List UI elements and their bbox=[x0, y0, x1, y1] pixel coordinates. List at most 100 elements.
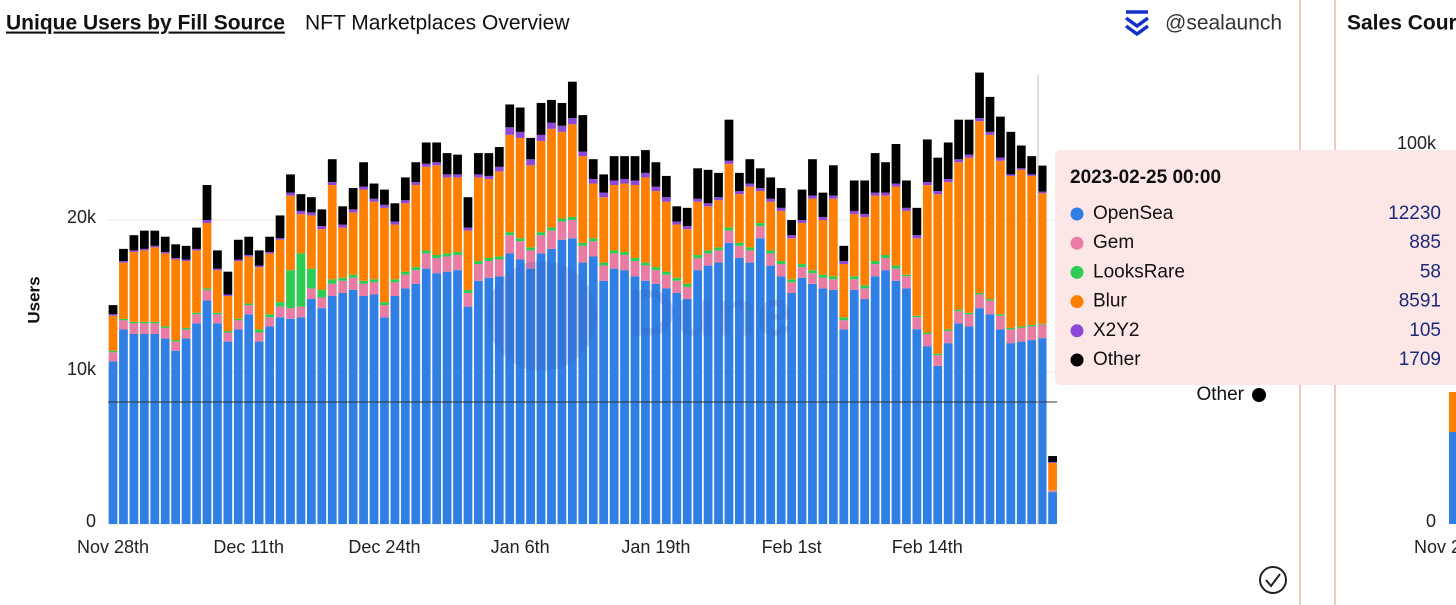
bar-segment bbox=[547, 122, 556, 129]
bar-segment bbox=[171, 341, 181, 351]
legend-swatch[interactable] bbox=[1252, 388, 1266, 402]
bar-segment bbox=[828, 289, 838, 524]
bar-segment bbox=[891, 144, 901, 184]
bar-segment bbox=[171, 259, 181, 341]
bar-segment bbox=[881, 192, 890, 196]
bar-segment bbox=[286, 174, 295, 193]
bar-segment bbox=[453, 254, 462, 271]
bar-segment bbox=[150, 247, 160, 322]
bar-segment bbox=[954, 162, 964, 310]
author[interactable]: @sealaunch bbox=[1165, 12, 1282, 35]
bar-segment bbox=[630, 185, 640, 258]
bar-segment bbox=[943, 330, 953, 344]
watermark: Dune bbox=[487, 261, 793, 371]
bar-segment bbox=[567, 118, 577, 125]
bar-segment bbox=[515, 238, 525, 242]
bar-segment bbox=[348, 212, 358, 275]
bar-segment bbox=[714, 197, 723, 201]
bar-segment bbox=[630, 261, 640, 277]
bar-segment bbox=[160, 236, 170, 252]
bar-segment bbox=[265, 326, 274, 524]
bar-segment bbox=[985, 134, 995, 300]
bar-segment bbox=[411, 185, 421, 268]
bar-segment bbox=[724, 160, 734, 164]
bar-segment bbox=[860, 180, 870, 214]
bar-segment bbox=[275, 215, 285, 239]
bar-segment bbox=[400, 203, 410, 272]
bar-segment bbox=[390, 203, 400, 222]
bar-segment bbox=[306, 197, 316, 213]
bar-segment bbox=[411, 267, 421, 271]
tooltip-swatch bbox=[1070, 295, 1084, 309]
bar-segment bbox=[244, 305, 254, 315]
bar-segment bbox=[286, 192, 295, 196]
bar-segment bbox=[348, 209, 358, 213]
bar-segment bbox=[484, 175, 494, 179]
bar-segment bbox=[254, 329, 264, 333]
bar-segment bbox=[588, 159, 598, 179]
bar-segment bbox=[484, 261, 494, 278]
bar-segment bbox=[160, 251, 170, 254]
bar-segment bbox=[338, 292, 348, 524]
bar-segment bbox=[526, 159, 535, 166]
bar-segment bbox=[870, 276, 880, 524]
bar-segment bbox=[1016, 145, 1026, 169]
bar-segment bbox=[547, 248, 556, 524]
bar-segment bbox=[954, 309, 964, 312]
bar-segment bbox=[578, 115, 588, 152]
legend-label[interactable]: Other bbox=[1196, 384, 1244, 405]
bar-segment bbox=[943, 182, 953, 330]
bar-segment bbox=[265, 253, 274, 315]
bar-segment bbox=[244, 254, 254, 257]
bar-segment bbox=[672, 280, 682, 293]
tooltip-swatch bbox=[1070, 207, 1084, 221]
chart-title[interactable]: Unique Users by Fill Source bbox=[6, 12, 285, 35]
bar-segment bbox=[860, 299, 870, 524]
bar-segment bbox=[244, 314, 254, 524]
bar-segment bbox=[975, 72, 984, 119]
bar-segment bbox=[964, 154, 974, 158]
bar-segment bbox=[828, 279, 838, 290]
bar-segment bbox=[1016, 327, 1026, 342]
tooltip-box bbox=[1055, 150, 1456, 385]
right-y-tick: 100k bbox=[1397, 133, 1437, 153]
bar-segment bbox=[421, 163, 431, 167]
bar-segment bbox=[693, 201, 703, 255]
bar-segment bbox=[630, 156, 640, 181]
bar-segment bbox=[139, 250, 149, 322]
bar-segment bbox=[1027, 174, 1037, 176]
bar-segment bbox=[818, 277, 828, 289]
bar-segment bbox=[985, 96, 995, 132]
bar-segment bbox=[338, 227, 348, 278]
bar-segment bbox=[536, 102, 546, 135]
bar-segment bbox=[505, 127, 515, 135]
bar-segment bbox=[421, 166, 431, 251]
bar-segment bbox=[630, 276, 640, 524]
bar-segment bbox=[818, 192, 828, 217]
bar-segment bbox=[265, 314, 274, 318]
bar-segment bbox=[484, 153, 494, 176]
tooltip-series: Gem bbox=[1093, 232, 1134, 253]
bar-segment bbox=[776, 264, 786, 277]
bar-segment bbox=[139, 323, 149, 334]
bar-segment bbox=[254, 250, 264, 266]
bar-segment bbox=[995, 160, 1005, 315]
right-panel-title[interactable]: Sales Cour bbox=[1347, 12, 1456, 35]
dashboard-name[interactable]: NFT Marketplaces Overview bbox=[305, 12, 570, 35]
bar-segment bbox=[338, 224, 348, 228]
bar-segment bbox=[494, 147, 504, 167]
bar-segment bbox=[442, 153, 452, 175]
bar-segment bbox=[620, 178, 629, 184]
bar-segment bbox=[286, 318, 295, 524]
bar-segment bbox=[286, 270, 295, 309]
bar-segment bbox=[474, 261, 483, 265]
bar-segment bbox=[536, 235, 546, 254]
bar-segment bbox=[745, 262, 755, 524]
bar-segment bbox=[421, 268, 431, 524]
x-tick-label: Jan 6th bbox=[491, 537, 550, 557]
bar-segment bbox=[317, 226, 327, 230]
check-icon[interactable] bbox=[1259, 566, 1287, 594]
tooltip-series: X2Y2 bbox=[1093, 320, 1139, 341]
bar-segment bbox=[912, 238, 922, 316]
